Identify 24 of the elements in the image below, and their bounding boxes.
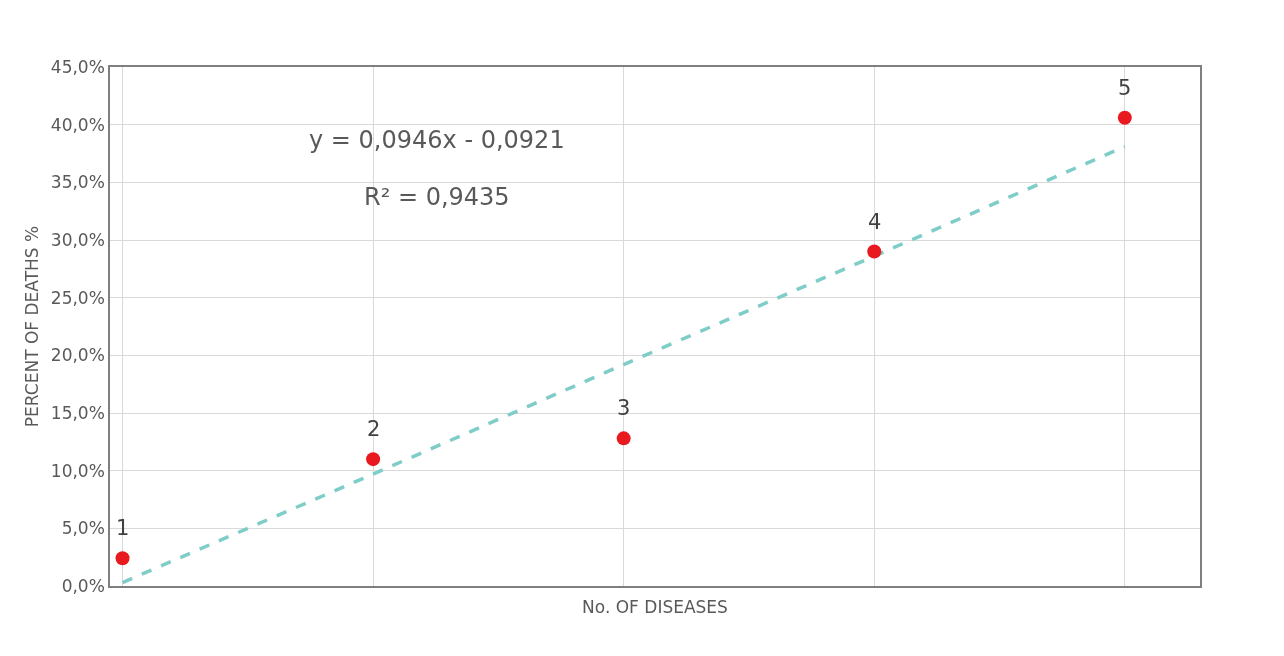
y-tick-label: 5,0%: [61, 518, 105, 539]
point: [1117, 110, 1132, 125]
annotation: 3: [617, 396, 631, 420]
annotation: 2: [367, 417, 381, 441]
y-tick-label: 15,0%: [50, 402, 105, 423]
y-tick-label: 10,0%: [50, 460, 105, 481]
point: [867, 244, 882, 259]
y-tick-label: 20,0%: [50, 345, 105, 366]
point: [616, 431, 631, 446]
annotation: R² = 0,9435: [364, 183, 510, 211]
y-tick-label: 30,0%: [50, 229, 105, 250]
annotation: 5: [1118, 76, 1132, 100]
y-tick-label: 0,0%: [61, 575, 105, 596]
annotation: 4: [868, 210, 882, 234]
y-tick-label: 35,0%: [50, 172, 105, 193]
y-tick-label: 25,0%: [50, 287, 105, 308]
point: [115, 551, 130, 566]
annotation: y = 0,0946x - 0,0921: [309, 126, 565, 154]
y-axis-title: PERCENT OF DEATHS %: [21, 225, 42, 428]
y-tick-label: 40,0%: [50, 114, 105, 135]
x-axis-title: No. OF DISEASES: [582, 596, 728, 617]
y-tick-label: 45,0%: [50, 56, 105, 77]
annotation: 1: [116, 516, 130, 540]
point: [366, 452, 381, 467]
